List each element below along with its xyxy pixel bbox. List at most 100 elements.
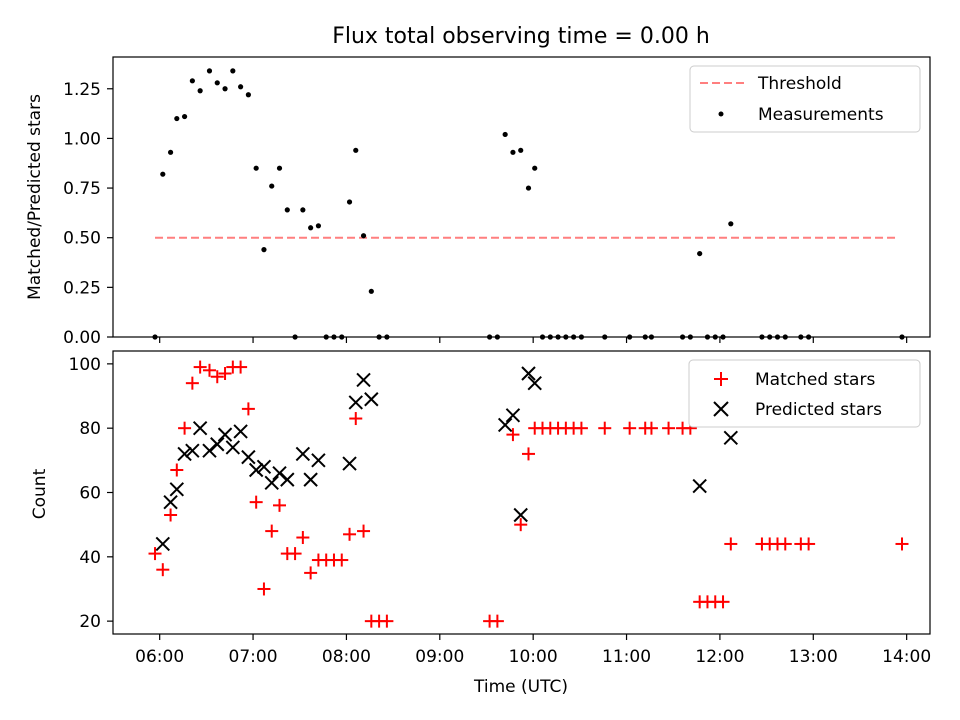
predicted-star-point-27 [521, 366, 536, 381]
predicted-star-point-18 [303, 472, 318, 487]
matched-star-point-30 [380, 614, 394, 628]
measurement-point-35 [518, 147, 524, 153]
legend-predicted-label: Predicted stars [755, 400, 882, 420]
predicted-star-point-11 [241, 449, 256, 465]
x-axis-label: Time (UTC) [473, 677, 568, 697]
legend-matched-label: Matched stars [755, 370, 875, 390]
x-tick-label-7: 13:00 [789, 647, 838, 667]
predicted-star-point-26 [513, 507, 528, 523]
matched-star-point-14 [257, 582, 271, 596]
measurement-point-11 [238, 84, 244, 90]
matched-star-point-19 [296, 531, 310, 545]
matched-star-point-7 [202, 363, 216, 377]
predicted-star-point-7 [210, 437, 225, 452]
matched-star-point-60 [802, 537, 816, 551]
y-tick-label-0: 20 [79, 612, 101, 632]
measurement-point-28 [368, 288, 374, 294]
top-legend: Threshold Measurements [689, 65, 921, 133]
top-y-axis-label: Matched/Predicted stars [25, 94, 45, 300]
top-y-tick-label-1: 0.25 [63, 278, 101, 298]
predicted-star-point-23 [364, 392, 379, 407]
measurement-point-8 [214, 80, 220, 86]
matched-star-point-20 [304, 566, 318, 580]
legend-matched-swatch [714, 372, 728, 386]
x-tick-label-5: 11:00 [602, 647, 651, 667]
top-y-tick-label-4: 1.00 [63, 129, 101, 149]
measurement-point-21 [315, 223, 322, 229]
legend-measurements-swatch [718, 111, 724, 117]
measurement-point-2 [167, 149, 174, 155]
matched-star-point-26 [349, 412, 363, 426]
measurement-point-4 [181, 113, 188, 120]
matched-star-point-44 [623, 421, 637, 435]
predicted-star-point-3 [177, 446, 192, 462]
x-tick-label-2: 08:00 [322, 647, 371, 667]
matched-star-point-35 [522, 447, 536, 461]
measurement-point-14 [261, 247, 267, 253]
measurement-point-54 [728, 221, 734, 227]
matched-star-point-32 [490, 614, 504, 628]
predicted-star-point-5 [192, 420, 208, 436]
measurement-point-10 [230, 68, 236, 74]
measurement-point-50 [697, 250, 703, 257]
measurement-point-15 [269, 183, 275, 189]
matched-star-point-3 [170, 463, 184, 477]
predicted-star-point-8 [217, 427, 233, 442]
predicted-star-point-20 [342, 456, 357, 471]
matched-star-point-13 [249, 495, 263, 509]
predicted-star-point-29 [692, 478, 707, 494]
matched-star-point-16 [273, 498, 287, 512]
chart-title: Flux total observing time = 0.00 h [332, 24, 710, 49]
measurement-point-36 [525, 185, 532, 191]
top-plot-frame [112, 56, 931, 338]
x-tick-label-3: 09:00 [415, 647, 464, 667]
x-tick-label-6: 12:00 [695, 647, 744, 667]
matched-star-point-34 [514, 518, 528, 532]
matched-star-point-25 [343, 527, 357, 541]
predicted-star-point-30 [723, 430, 739, 446]
measurement-point-37 [532, 165, 538, 171]
bottom-legend-box [688, 359, 921, 428]
matched-star-point-15 [265, 524, 279, 538]
measurement-point-1 [160, 171, 166, 177]
top-y-tick-label-0: 0.00 [63, 328, 101, 348]
bottom-y-axis: 20 40 60 80 100 [69, 355, 113, 632]
matched-star-point-6 [193, 360, 207, 374]
bottom-y-axis-label: Count [30, 468, 50, 519]
predicted-star-point-16 [280, 472, 295, 487]
top-y-axis: 0.00 0.25 0.50 0.75 1.00 1.25 [63, 80, 113, 348]
predicted-star-point-4 [185, 443, 200, 458]
measurement-point-6 [197, 88, 203, 94]
top-panel: Flux total observing time = 0.00 h Match… [25, 24, 931, 348]
y-tick-label-3: 80 [79, 419, 101, 439]
measurement-point-19 [300, 207, 306, 213]
predicted-star-point-9 [225, 440, 241, 455]
measurement-point-16 [276, 165, 283, 171]
matched-star-point-2 [164, 508, 178, 522]
predicted-star-point-0 [155, 536, 171, 552]
top-y-tick-label-5: 1.25 [63, 80, 101, 100]
y-tick-label-2: 60 [79, 484, 101, 504]
x-tick-label-8: 14:00 [882, 647, 931, 667]
predicted-star-point-1 [163, 494, 178, 510]
measurement-point-26 [353, 147, 359, 153]
measurement-point-33 [502, 131, 508, 138]
matched-star-point-53 [716, 595, 730, 609]
predicted-star-point-21 [348, 395, 363, 410]
x-tick-label-1: 07:00 [229, 647, 278, 667]
matched-star-point-47 [662, 421, 676, 435]
measurement-point-27 [360, 233, 367, 239]
bottom-panel: Count Time (UTC) 06:00 07:00 08:00 09:00 10:… [30, 350, 931, 697]
measurement-point-9 [222, 86, 228, 92]
matched-star-point-46 [644, 421, 658, 435]
measurement-point-3 [174, 115, 180, 122]
measurement-point-20 [308, 225, 314, 231]
bottom-x-axis: 06:00 07:00 08:00 09:00 10:00 11:00 12:00 13:00… [135, 634, 931, 667]
predicted-star-point-24 [497, 417, 513, 433]
matched-star-point-27 [357, 524, 371, 538]
predicted-star-point-28 [527, 375, 542, 391]
matched-star-point-9 [218, 367, 232, 381]
predicted-star-point-17 [295, 446, 311, 462]
x-tick-label-0: 06:00 [135, 647, 184, 667]
matched-star-point-11 [234, 360, 248, 374]
